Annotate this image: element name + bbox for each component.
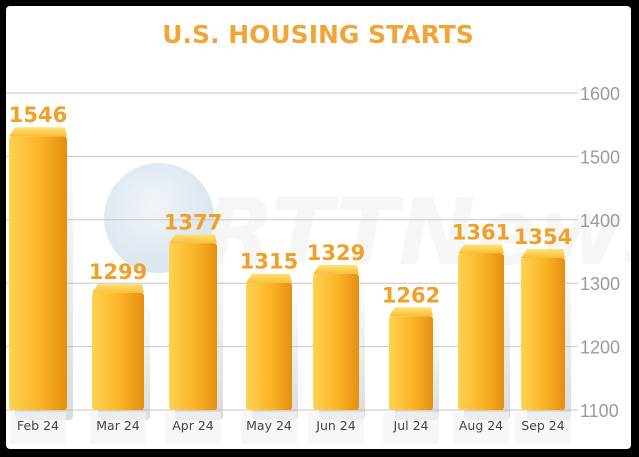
bar-group: 1315 [240,250,298,420]
x-tick-bg [453,412,509,444]
y-tick-label: 1100 [580,401,619,421]
data-label: 1361 [452,221,510,245]
bar-top [246,273,292,283]
x-tick-label: Feb 24 [17,418,59,433]
data-label: 1377 [164,210,222,234]
bar [313,273,359,410]
bar-top [169,234,217,244]
bar-top [9,127,67,137]
bar [169,243,217,410]
bar-top [92,283,144,293]
bar-top [458,244,504,254]
bar [92,292,144,410]
data-label: 1315 [240,250,298,274]
x-tick-label: Apr 24 [172,418,214,433]
x-tick-bg [383,412,439,444]
bar-group: 1299 [89,260,150,420]
y-tick-label: 1400 [580,211,620,231]
bar-group: 1262 [382,283,440,420]
bar-group: 1361 [452,221,510,420]
chart-title: U.S. HOUSING STARTS [162,20,474,49]
bar-group: 1329 [307,241,365,420]
bar-group: 1546 [9,103,73,420]
x-tick-bg [241,412,297,444]
data-label: 1299 [89,260,147,284]
data-label: 1354 [514,225,572,249]
chart-frame: RTTNews 1100 1200 1300 1400 1500 1600 1546 129… [6,6,631,449]
x-tick-bg [90,412,146,444]
x-tick-label: Jun 24 [315,418,355,433]
x-tick-bg [515,412,571,444]
bar [521,257,565,410]
bars: 1546 1299 1377 1315 1329 1262 1361 1354 [9,103,572,420]
bar [246,282,292,410]
y-axis: 1100 1200 1300 1400 1500 1600 [580,84,620,421]
x-tick-label: Mar 24 [96,418,140,433]
y-tick-label: 1200 [580,338,620,358]
data-label: 1329 [307,241,365,265]
x-tick-bg [10,412,66,444]
bar-group: 1377 [164,210,223,420]
x-tick-bg [308,412,364,444]
y-tick-label: 1300 [580,274,620,294]
x-tick-label: Sep 24 [521,418,564,433]
x-tick-label: May 24 [246,418,292,433]
bar-top [313,264,359,274]
y-tick-label: 1500 [580,147,620,167]
x-tick-label: Jul 24 [393,418,429,433]
bar [9,136,67,410]
data-label: 1546 [9,103,67,127]
bar [458,253,504,410]
x-axis: Feb 24 Mar 24 Apr 24 May 24 Jun 24 Jul 24 Aug … [10,412,571,444]
bar-top [389,307,433,317]
data-label: 1262 [382,283,440,307]
x-tick-bg [165,412,221,444]
y-tick-label: 1600 [580,84,620,104]
bar-group: 1354 [514,225,572,420]
x-tick-label: Aug 24 [459,418,503,433]
bar [389,316,433,410]
bar-top [521,248,565,258]
